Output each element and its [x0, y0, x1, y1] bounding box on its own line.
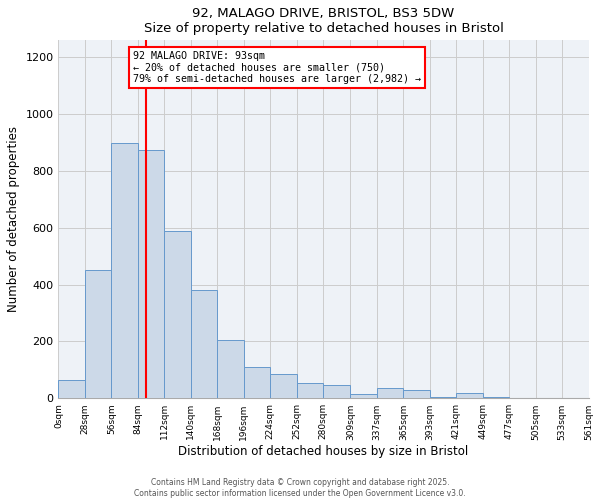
Bar	[430, 397, 456, 398]
Y-axis label: Number of detached properties: Number of detached properties	[7, 126, 20, 312]
Bar	[270, 374, 296, 398]
X-axis label: Distribution of detached houses by size in Bristol: Distribution of detached houses by size …	[178, 445, 469, 458]
Bar	[350, 394, 377, 398]
Bar	[456, 392, 483, 398]
Bar	[58, 380, 85, 398]
Bar	[296, 382, 323, 398]
Bar	[323, 386, 350, 398]
Title: 92, MALAGO DRIVE, BRISTOL, BS3 5DW
Size of property relative to detached houses : 92, MALAGO DRIVE, BRISTOL, BS3 5DW Size …	[143, 7, 503, 35]
Bar	[112, 142, 138, 398]
Text: 92 MALAGO DRIVE: 93sqm
← 20% of detached houses are smaller (750)
79% of semi-de: 92 MALAGO DRIVE: 93sqm ← 20% of detached…	[133, 51, 421, 84]
Bar	[164, 230, 191, 398]
Bar	[191, 290, 217, 399]
Bar	[85, 270, 112, 398]
Text: Contains HM Land Registry data © Crown copyright and database right 2025.
Contai: Contains HM Land Registry data © Crown c…	[134, 478, 466, 498]
Bar	[377, 388, 403, 398]
Bar	[244, 367, 270, 398]
Bar	[138, 150, 164, 398]
Bar	[403, 390, 430, 398]
Bar	[217, 340, 244, 398]
Bar	[483, 397, 509, 398]
